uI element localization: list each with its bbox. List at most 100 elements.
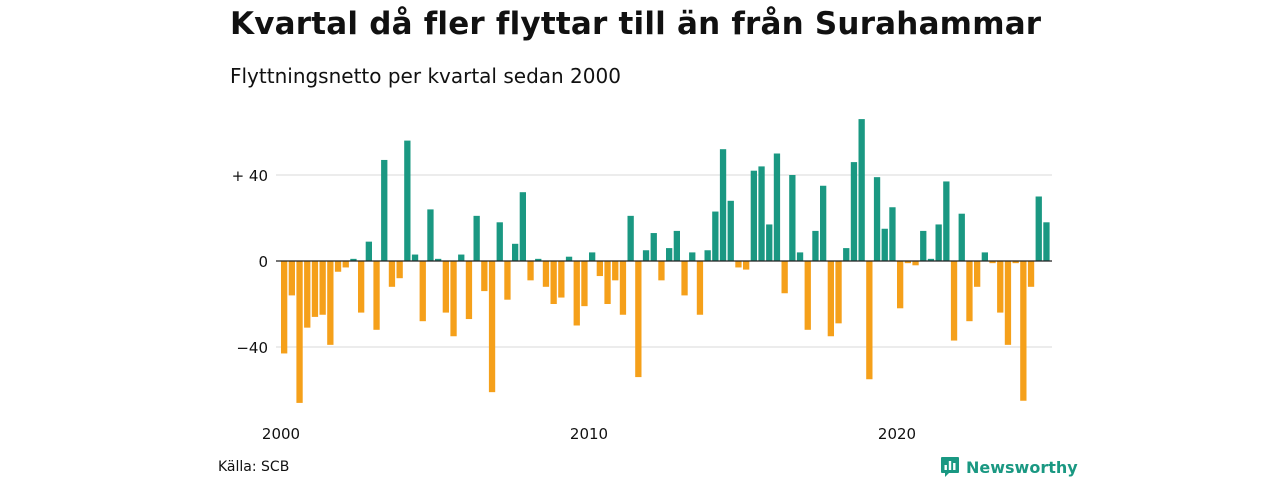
bar <box>820 185 827 261</box>
bar <box>604 261 611 304</box>
bar <box>727 200 734 261</box>
bar <box>488 261 496 393</box>
bar <box>712 211 719 261</box>
bar <box>512 243 519 261</box>
x-tick-label: 2020 <box>878 425 916 443</box>
bar <box>411 254 419 261</box>
bar <box>1004 261 1012 345</box>
x-tick-label: 2000 <box>262 425 300 443</box>
bar <box>535 258 542 261</box>
bar <box>642 250 650 261</box>
bar <box>550 261 557 304</box>
bar <box>989 261 996 264</box>
bar <box>904 261 911 264</box>
bar <box>974 261 981 287</box>
brand-logo[interactable]: Newsworthy <box>940 456 1078 478</box>
bar <box>627 215 634 261</box>
bar <box>527 261 534 281</box>
bar <box>481 261 488 292</box>
bar <box>319 261 326 315</box>
bar <box>650 233 657 261</box>
bar <box>558 261 565 298</box>
bar-layer <box>281 119 1050 403</box>
bar <box>581 261 588 307</box>
bar <box>719 149 727 261</box>
bar <box>327 261 334 345</box>
bar <box>897 261 904 309</box>
bar <box>450 261 457 337</box>
bar <box>442 261 449 313</box>
bar <box>573 261 580 326</box>
bar <box>589 252 596 261</box>
bar <box>427 209 434 261</box>
bar-chart-bubble-icon <box>941 457 959 477</box>
bar <box>873 177 881 261</box>
bar <box>419 261 426 322</box>
bar <box>473 215 480 261</box>
bar <box>396 261 403 279</box>
bar <box>704 250 711 261</box>
bar <box>496 222 503 261</box>
bar <box>750 170 757 261</box>
source-note: Källa: SCB <box>218 459 290 475</box>
bar <box>1012 261 1019 264</box>
bar <box>804 261 811 330</box>
bar <box>619 261 627 315</box>
bar <box>519 192 526 261</box>
bar <box>350 258 357 261</box>
chart-title: Kvartal då fler flyttar till än från Sur… <box>230 6 1042 42</box>
bar <box>812 230 819 261</box>
bar <box>458 254 465 261</box>
bar <box>843 248 850 261</box>
bar <box>1020 261 1027 401</box>
bar <box>388 261 396 287</box>
bar <box>658 261 665 281</box>
bar <box>850 162 858 261</box>
bar <box>758 166 765 261</box>
bar <box>288 261 295 296</box>
bar <box>958 213 965 261</box>
bar <box>681 261 688 296</box>
bar <box>796 252 804 261</box>
bar <box>334 261 342 272</box>
bar <box>504 261 511 300</box>
bar <box>966 261 973 322</box>
bar <box>635 261 642 378</box>
bar <box>766 224 773 261</box>
bar <box>542 261 550 287</box>
bar <box>950 261 958 341</box>
bar <box>773 153 781 261</box>
chart-subtitle: Flyttningsnetto per kvartal sedan 2000 <box>230 64 621 88</box>
bar <box>858 119 865 261</box>
y-tick-label: −40 <box>236 339 268 357</box>
y-tick-label: + 40 <box>232 167 268 185</box>
bar <box>935 224 942 261</box>
bar <box>927 258 935 261</box>
bar <box>866 261 873 380</box>
bar <box>296 261 303 403</box>
bar <box>342 261 349 268</box>
bar <box>743 261 750 270</box>
bar <box>565 256 573 261</box>
bar <box>1043 222 1050 261</box>
bar <box>373 261 380 330</box>
bar <box>997 261 1004 313</box>
bar <box>735 261 742 268</box>
bar <box>358 261 365 313</box>
bar <box>920 230 927 261</box>
axis-layer: + 40 0 −40 2000 2010 2020 <box>232 167 1052 443</box>
bar <box>881 228 888 261</box>
bar <box>596 261 603 277</box>
bar <box>827 261 834 337</box>
bar <box>696 261 704 315</box>
bar <box>612 261 619 281</box>
bar <box>889 207 896 261</box>
bar <box>943 181 950 261</box>
bar <box>465 261 473 320</box>
bar <box>781 261 788 294</box>
bar <box>404 140 411 261</box>
bar <box>666 248 673 261</box>
bar <box>981 252 988 261</box>
bar <box>381 159 388 261</box>
